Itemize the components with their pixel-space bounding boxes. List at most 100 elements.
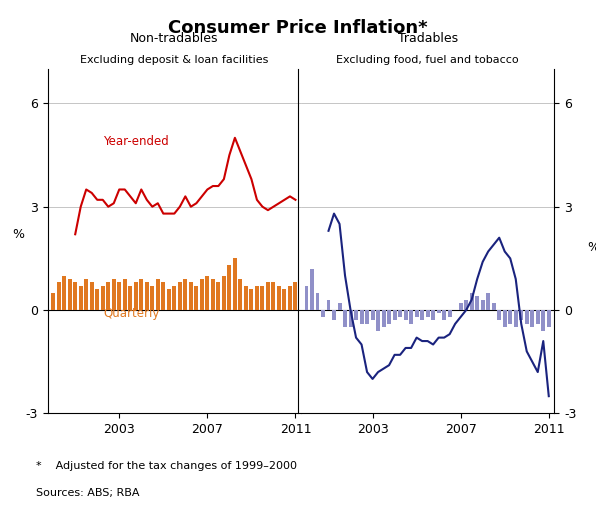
Bar [508, 310, 512, 324]
Bar [112, 279, 116, 310]
Bar [398, 310, 402, 317]
Bar [519, 310, 523, 320]
Bar [376, 310, 380, 331]
Text: Tradables: Tradables [398, 32, 458, 45]
Bar [371, 310, 374, 320]
Bar [106, 282, 110, 310]
Bar [101, 286, 105, 310]
Bar [145, 282, 149, 310]
Bar [95, 289, 99, 310]
Bar [547, 310, 551, 327]
Bar [442, 310, 446, 320]
Text: Sources: ABS; RBA: Sources: ABS; RBA [36, 488, 139, 498]
Bar [150, 286, 154, 310]
Bar [530, 310, 534, 327]
Bar [84, 279, 88, 310]
Bar [536, 310, 540, 324]
Bar [228, 265, 231, 310]
Text: Consumer Price Inflation*: Consumer Price Inflation* [168, 19, 428, 37]
Bar [464, 299, 468, 310]
Y-axis label: %: % [587, 241, 596, 254]
Bar [315, 293, 319, 310]
Bar [68, 279, 72, 310]
Bar [470, 293, 474, 310]
Bar [448, 310, 452, 317]
Text: Non-tradables: Non-tradables [130, 32, 219, 45]
Bar [128, 286, 132, 310]
Text: Excluding deposit & loan facilities: Excluding deposit & loan facilities [80, 56, 269, 65]
Bar [266, 282, 270, 310]
Bar [343, 310, 347, 327]
Bar [79, 286, 83, 310]
Bar [305, 286, 309, 310]
Bar [431, 310, 435, 320]
Bar [139, 279, 143, 310]
Bar [172, 286, 176, 310]
Bar [277, 286, 281, 310]
Bar [250, 289, 253, 310]
Bar [233, 259, 237, 310]
Bar [222, 276, 226, 310]
Bar [497, 310, 501, 320]
Bar [409, 310, 413, 324]
Bar [415, 310, 418, 317]
Bar [57, 282, 61, 310]
Bar [283, 289, 287, 310]
Bar [437, 310, 440, 313]
Bar [73, 282, 77, 310]
Bar [293, 282, 297, 310]
Bar [426, 310, 430, 317]
Bar [332, 310, 336, 320]
Bar [459, 303, 462, 310]
Bar [310, 269, 314, 310]
Bar [178, 282, 182, 310]
Bar [486, 293, 490, 310]
Bar [162, 282, 165, 310]
Bar [134, 282, 138, 310]
Bar [238, 279, 243, 310]
Bar [349, 310, 352, 327]
Bar [337, 303, 342, 310]
Bar [524, 310, 529, 324]
Bar [62, 276, 66, 310]
Bar [321, 310, 325, 317]
Bar [541, 310, 545, 331]
Bar [255, 286, 259, 310]
Bar [514, 310, 518, 327]
Bar [200, 279, 204, 310]
Bar [420, 310, 424, 320]
Bar [381, 310, 386, 327]
Text: Quarterly: Quarterly [104, 307, 160, 320]
Bar [359, 310, 364, 324]
Bar [271, 282, 275, 310]
Bar [503, 310, 507, 327]
Bar [475, 296, 479, 310]
Bar [481, 299, 485, 310]
Bar [189, 282, 193, 310]
Bar [387, 310, 391, 324]
Bar [244, 286, 248, 310]
Bar [403, 310, 408, 320]
Bar [260, 286, 265, 310]
Bar [288, 286, 292, 310]
Bar [156, 279, 160, 310]
Bar [206, 276, 209, 310]
Bar [117, 282, 121, 310]
Bar [211, 279, 215, 310]
Bar [194, 286, 198, 310]
Bar [184, 279, 187, 310]
Text: Year-ended: Year-ended [104, 135, 169, 148]
Bar [492, 303, 496, 310]
Text: *    Adjusted for the tax changes of 1999–2000: * Adjusted for the tax changes of 1999–2… [36, 461, 297, 471]
Bar [123, 279, 127, 310]
Bar [365, 310, 369, 324]
Bar [90, 282, 94, 310]
Y-axis label: %: % [13, 228, 24, 241]
Bar [393, 310, 396, 320]
Bar [354, 310, 358, 320]
Bar [51, 293, 55, 310]
Bar [327, 299, 331, 310]
Bar [167, 289, 171, 310]
Bar [216, 282, 221, 310]
Text: Excluding food, fuel and tobacco: Excluding food, fuel and tobacco [336, 56, 519, 65]
